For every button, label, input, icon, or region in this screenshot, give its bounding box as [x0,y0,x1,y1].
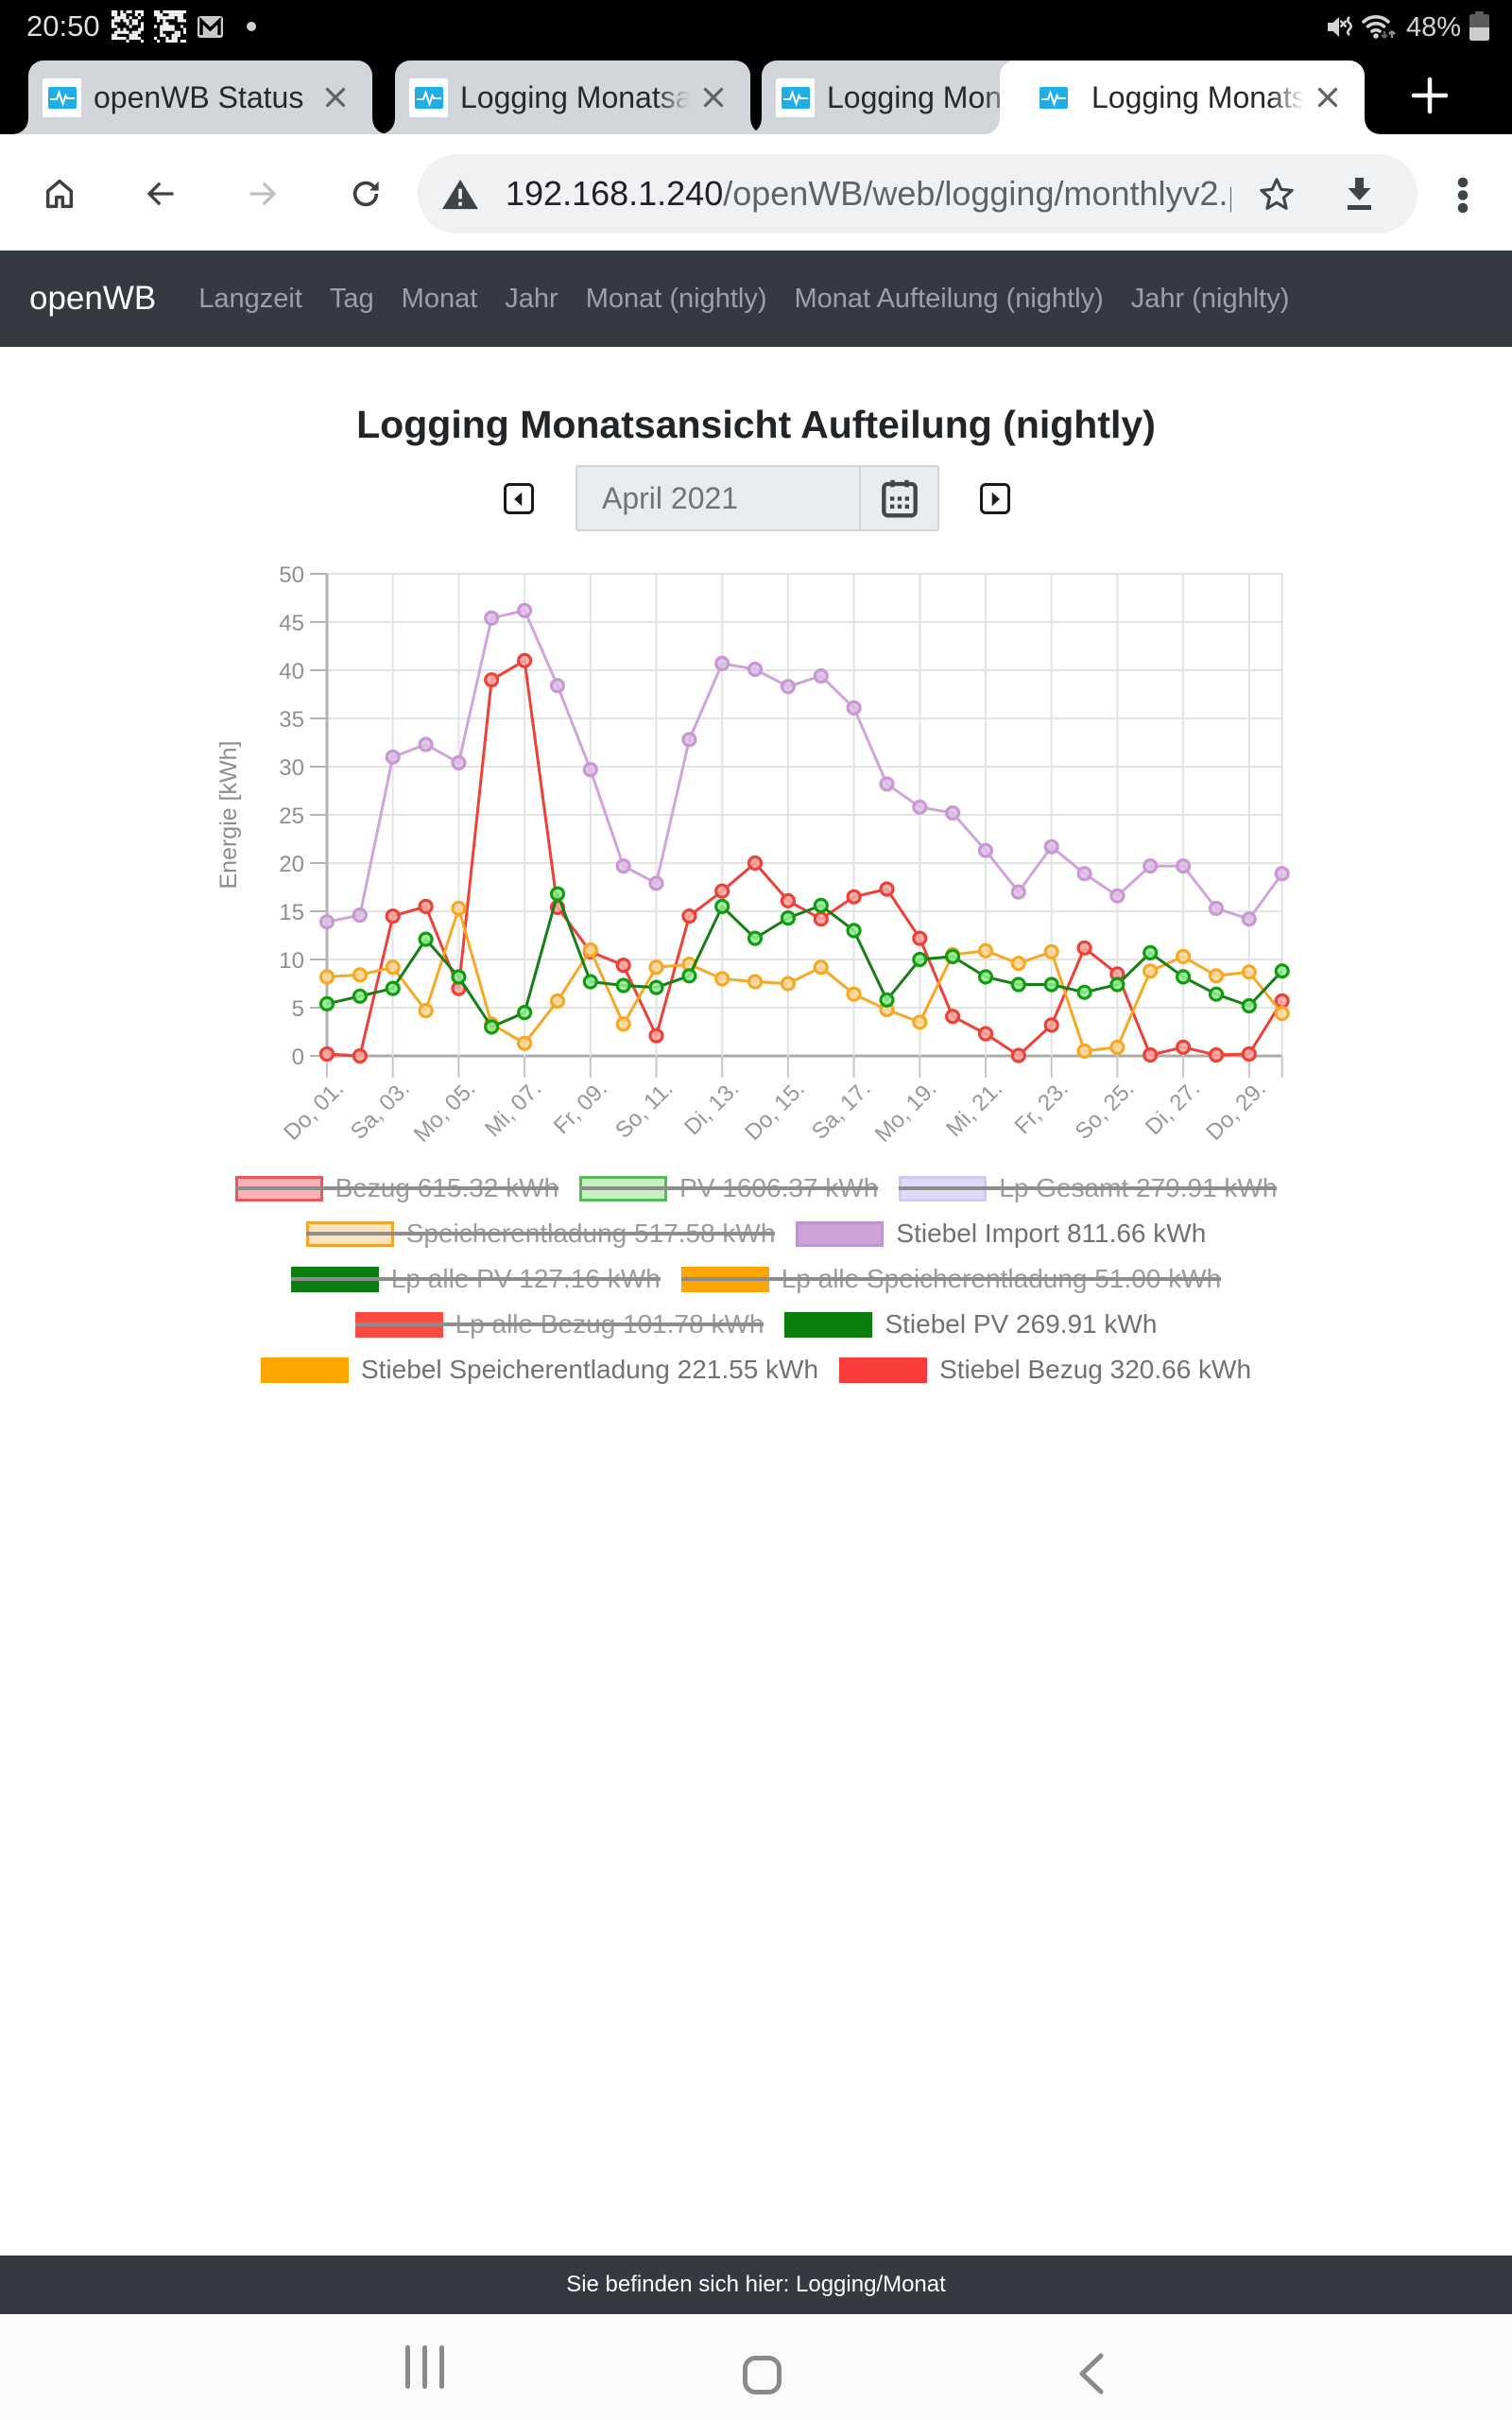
svg-text:Mo, 05.: Mo, 05. [409,1076,481,1148]
svg-text:35: 35 [279,707,304,733]
svg-text:Mi, 21.: Mi, 21. [941,1076,1007,1142]
svg-text:Mo, 19.: Mo, 19. [870,1076,942,1148]
svg-text:5: 5 [292,996,304,1022]
svg-text:Fr, 09.: Fr, 09. [549,1076,612,1139]
svg-text:Do, 15.: Do, 15. [740,1076,810,1146]
svg-text:Energie [kWh]: Energie [kWh] [215,740,242,889]
svg-text:Di, 13.: Di, 13. [679,1076,744,1140]
svg-text:15: 15 [279,900,304,925]
svg-text:Sa, 17.: Sa, 17. [807,1076,876,1145]
svg-text:45: 45 [279,611,304,636]
svg-text:Fr, 23.: Fr, 23. [1010,1076,1074,1139]
svg-text:50: 50 [279,562,304,588]
svg-text:Mi, 07.: Mi, 07. [480,1076,546,1142]
svg-text:Di, 27.: Di, 27. [1141,1076,1205,1140]
svg-text:10: 10 [279,948,304,974]
svg-text:0: 0 [292,1045,304,1070]
svg-text:20: 20 [279,852,304,877]
svg-text:Sa, 03.: Sa, 03. [346,1076,415,1145]
svg-text:30: 30 [279,755,304,781]
svg-text:40: 40 [279,659,304,684]
svg-text:So, 11.: So, 11. [610,1076,679,1144]
svg-text:Do, 29.: Do, 29. [1201,1076,1271,1146]
svg-text:Do, 01.: Do, 01. [279,1076,349,1146]
svg-text:25: 25 [279,804,304,829]
svg-text:So, 25.: So, 25. [1071,1076,1140,1145]
